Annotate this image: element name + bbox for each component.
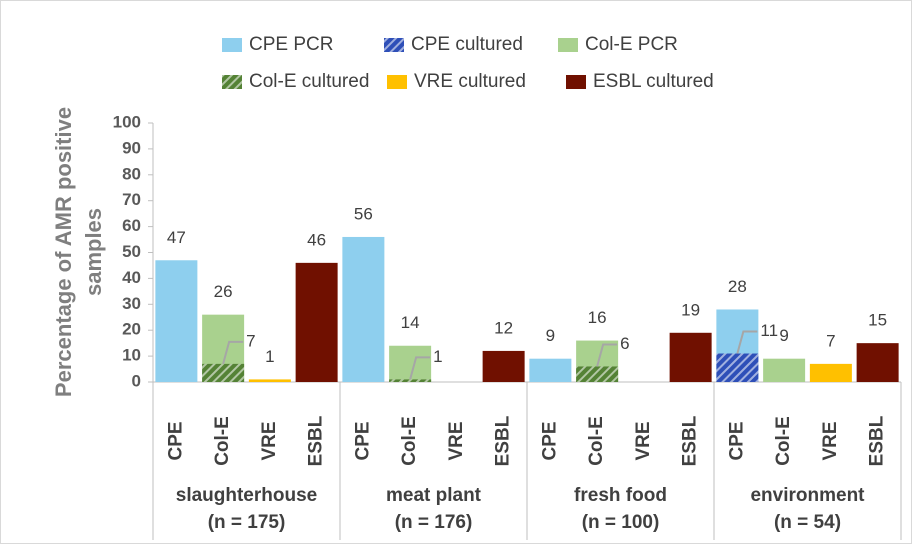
bar (716, 353, 759, 382)
group-size: (n = 175) (208, 512, 286, 533)
legend-label: Col-E PCR (585, 34, 678, 55)
x-tick-label: VRE (259, 421, 280, 460)
data-label: 1 (265, 347, 274, 366)
bar (763, 358, 806, 382)
data-label: 7 (246, 331, 255, 350)
y-tick-label: 50 (122, 242, 141, 261)
group-label: fresh food (574, 485, 667, 506)
data-label: 7 (826, 331, 835, 350)
y-tick-label: 70 (122, 190, 141, 209)
x-tick-label: CPE (539, 421, 560, 460)
x-tick-label: Col-E (399, 416, 420, 466)
legend-label: Col-E cultured (249, 71, 369, 92)
legend-swatch (222, 75, 242, 89)
x-tick-label: Col-E (773, 416, 794, 466)
legend-label: CPE PCR (249, 34, 333, 55)
x-tick-label: CPE (352, 421, 373, 460)
x-tick-label: Col-E (586, 416, 607, 466)
y-axis-label: Percentage of AMR positive samples (51, 107, 106, 397)
group-label: meat plant (386, 485, 482, 506)
bar (248, 379, 291, 382)
x-tick-label: ESBL (867, 415, 888, 466)
group-size: (n = 54) (774, 512, 841, 533)
y-tick-label: 10 (122, 346, 141, 365)
data-label: 6 (620, 334, 629, 353)
data-label: 46 (307, 230, 326, 249)
legend-swatch (222, 38, 242, 52)
bar (529, 358, 572, 382)
data-label: 56 (354, 204, 373, 223)
y-tick-label: 60 (122, 216, 141, 235)
bar (809, 363, 852, 382)
x-tick-label: ESBL (493, 415, 514, 466)
bar (389, 379, 432, 382)
data-label: 26 (214, 282, 233, 301)
legend-swatch (558, 38, 578, 52)
y-tick-label: 80 (122, 164, 141, 183)
data-label: 47 (167, 228, 186, 247)
group-label: slaughterhouse (176, 485, 317, 506)
group-label: environment (750, 485, 865, 506)
x-tick-label: VRE (633, 421, 654, 460)
data-label: 12 (494, 318, 513, 337)
y-tick-label: 100 (113, 112, 141, 131)
x-tick-label: Col-E (212, 416, 233, 466)
x-tick-label: ESBL (306, 415, 327, 466)
data-label: 9 (779, 326, 788, 345)
group-size: (n = 176) (395, 512, 473, 533)
x-tick-label: VRE (446, 421, 467, 460)
x-tick-label: CPE (726, 421, 747, 460)
legend-label: VRE cultured (414, 71, 526, 92)
leader-line (736, 330, 758, 354)
bar (669, 332, 712, 382)
x-tick-label: VRE (820, 421, 841, 460)
legend-swatch (566, 75, 586, 89)
legend-label: CPE cultured (411, 34, 523, 55)
data-label: 1 (433, 347, 442, 366)
bar (482, 350, 525, 382)
data-label: 19 (681, 300, 700, 319)
y-tick-label: 40 (122, 268, 141, 287)
data-label: 15 (868, 311, 887, 330)
bar (856, 343, 899, 382)
legend-swatch (384, 38, 404, 52)
legend-swatch (387, 75, 407, 89)
data-label: 9 (546, 326, 555, 345)
leader-line (409, 356, 431, 380)
group-size: (n = 100) (582, 512, 660, 533)
legend-label: ESBL cultured (593, 71, 714, 92)
y-tick-label: 30 (122, 294, 141, 313)
leader-line (596, 343, 618, 367)
bar (576, 366, 619, 382)
x-tick-label: CPE (165, 421, 186, 460)
leader-line (222, 340, 244, 365)
y-tick-label: 20 (122, 320, 141, 339)
bar (202, 363, 245, 382)
data-label: 11 (760, 321, 778, 340)
data-label: 16 (588, 308, 607, 327)
y-tick-label: 0 (132, 371, 141, 390)
data-label: 28 (728, 277, 747, 296)
y-tick-label: 90 (122, 138, 141, 157)
bar (295, 262, 338, 382)
data-label: 14 (401, 313, 420, 332)
bar (342, 236, 385, 382)
bar (155, 260, 198, 382)
x-tick-label: ESBL (680, 415, 701, 466)
